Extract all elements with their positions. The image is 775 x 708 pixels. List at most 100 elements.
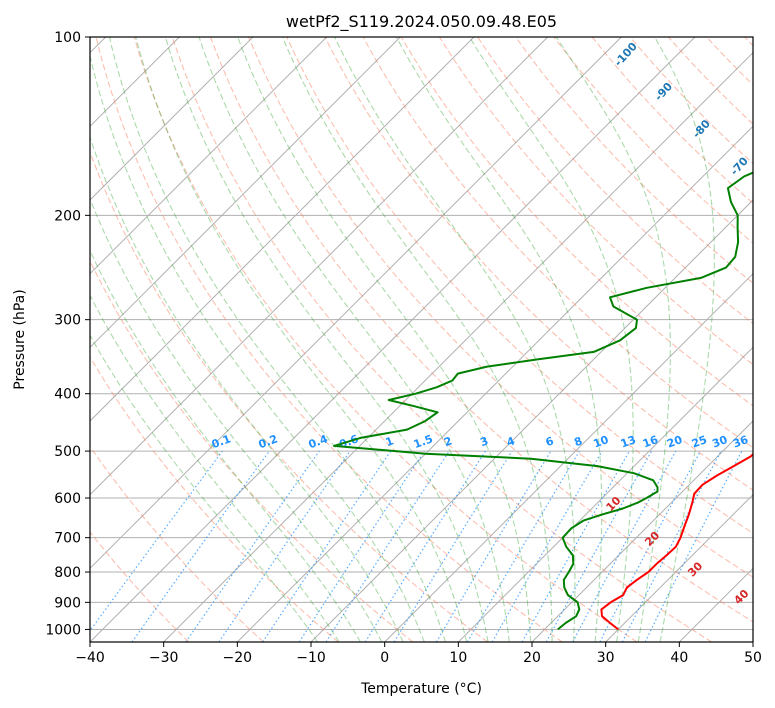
isotherm-gridline xyxy=(90,37,475,422)
moist-adiabat xyxy=(164,37,489,642)
dry-adiabat xyxy=(90,150,488,642)
y-axis-ticks: 100 200 300 400 500 600 700 800 900 1000 xyxy=(45,30,90,638)
dry-adiabat xyxy=(90,531,190,642)
mixing-ratio-label: 2 xyxy=(442,434,454,449)
y-tick-label: 500 xyxy=(54,444,81,460)
mixing-ratio-label: 30 xyxy=(710,433,729,451)
dry-adiabat xyxy=(90,356,339,642)
mixing-ratio-line xyxy=(298,450,425,642)
x-tick-label: −40 xyxy=(75,650,105,666)
dry-adiabat xyxy=(400,37,753,407)
isotherm-gridline xyxy=(457,346,753,642)
isotherm-gridline xyxy=(384,272,753,642)
moist-adiabat xyxy=(90,249,361,642)
chart-title: wetPf2_S119.2024.050.09.48.E05 xyxy=(286,12,557,32)
dry-adiabat xyxy=(90,445,264,642)
mixing-ratio-label: 0.1 xyxy=(210,432,233,451)
mixing-ratio-label: 13 xyxy=(619,433,638,450)
x-tick-label: 20 xyxy=(523,650,541,666)
x-tick-label: 10 xyxy=(449,650,467,666)
moist-adiabat xyxy=(90,334,319,642)
plot-frame xyxy=(89,36,754,643)
mixing-ratio-line xyxy=(131,450,270,642)
mixing-ratio-line xyxy=(218,450,351,642)
x-tick-label: 40 xyxy=(670,650,688,666)
profile-lines xyxy=(333,171,753,631)
mixing-ratio-label: 25 xyxy=(690,433,709,450)
mixing-ratio-line xyxy=(325,450,450,642)
mixing-ratio-line xyxy=(644,450,743,642)
moist-adiabat xyxy=(135,37,468,642)
y-tick-label: 800 xyxy=(54,565,81,581)
mixing-ratio-line xyxy=(393,450,513,642)
moist-adiabat xyxy=(555,37,671,642)
mixing-ratio-label: 0.4 xyxy=(307,432,330,451)
isotherm-gridline xyxy=(752,641,753,642)
mixing-ratio-line xyxy=(262,450,392,642)
plot-background xyxy=(90,37,753,642)
y-tick-label: 700 xyxy=(54,531,81,547)
mixing-ratio-label: 1.5 xyxy=(412,432,435,451)
y-tick-label: 300 xyxy=(54,313,81,329)
mixing-ratio-label: 36 xyxy=(731,433,750,451)
moist-adiabat xyxy=(334,37,576,642)
moist-adiabat xyxy=(90,197,383,642)
mixing-ratio-line xyxy=(545,450,653,642)
moist-adiabat-label: -60 xyxy=(766,192,775,216)
mixing-ratio-line xyxy=(521,450,631,642)
dry-adiabat xyxy=(248,37,753,578)
y-tick-label: 1000 xyxy=(45,622,81,638)
y-tick-label: 900 xyxy=(54,595,81,611)
moist-adiabat xyxy=(90,135,404,642)
y-tick-label: 200 xyxy=(54,208,81,224)
y-tick-label: 400 xyxy=(54,387,81,403)
isotherm-gridline xyxy=(90,37,401,349)
moist-adiabat xyxy=(198,37,510,642)
moist-adiabat xyxy=(108,37,447,642)
x-tick-label: −20 xyxy=(223,650,253,666)
mixing-ratio-line xyxy=(90,450,223,632)
dry-adiabat xyxy=(171,37,712,642)
x-tick-label: 0 xyxy=(380,650,389,666)
y-axis-label: Pressure (hPa) xyxy=(12,289,28,389)
isotherm-gridline xyxy=(90,37,254,201)
x-axis-label: Temperature (°C) xyxy=(360,681,482,697)
dry-adiabat xyxy=(90,259,414,642)
isotherm-gridline xyxy=(90,37,328,275)
x-axis-ticks: −40 −30 −20 −10 0 10 20 30 40 50 xyxy=(75,642,762,666)
x-tick-label: 50 xyxy=(744,650,762,666)
mixing-ratio-label: 3 xyxy=(478,434,490,449)
x-tick-label: −10 xyxy=(296,650,326,666)
y-tick-label: 100 xyxy=(54,30,81,46)
mixing-ratio-label: 20 xyxy=(665,433,684,451)
background-lines xyxy=(90,37,753,642)
mixing-ratio-label: 10 xyxy=(592,433,611,451)
x-tick-label: −30 xyxy=(149,650,179,666)
mixing-ratio-label: 4 xyxy=(505,434,517,449)
dry-adiabat xyxy=(438,37,753,366)
isotherm-gridline xyxy=(90,37,549,496)
x-tick-label: 30 xyxy=(597,650,615,666)
moist-adiabat xyxy=(654,37,715,642)
mixing-ratio-label: 1 xyxy=(384,434,396,449)
moist-adiabat xyxy=(90,53,425,642)
dry-adiabat xyxy=(95,37,563,642)
dry-adiabat xyxy=(209,37,753,623)
moist-adiabat xyxy=(281,37,553,642)
y-tick-label: 600 xyxy=(54,491,81,507)
mixing-ratio-label: 0.2 xyxy=(257,432,280,451)
temperature-profile-line xyxy=(600,452,753,631)
isotherm-gridline xyxy=(90,37,622,570)
dry-adiabat xyxy=(286,37,753,534)
mixing-ratio-label: 16 xyxy=(641,433,660,451)
dry-adiabat xyxy=(515,37,753,284)
dewpoint-profile-line xyxy=(333,171,753,631)
mixing-ratio-label: 8 xyxy=(572,434,584,449)
mixing-ratio-line xyxy=(572,450,677,642)
isotherm-gridline xyxy=(163,51,753,642)
isotherm-gridline xyxy=(605,493,753,642)
isotherm-gridline xyxy=(531,420,753,642)
isotherm-gridline xyxy=(90,37,696,642)
isotherm-gridline xyxy=(236,125,753,642)
